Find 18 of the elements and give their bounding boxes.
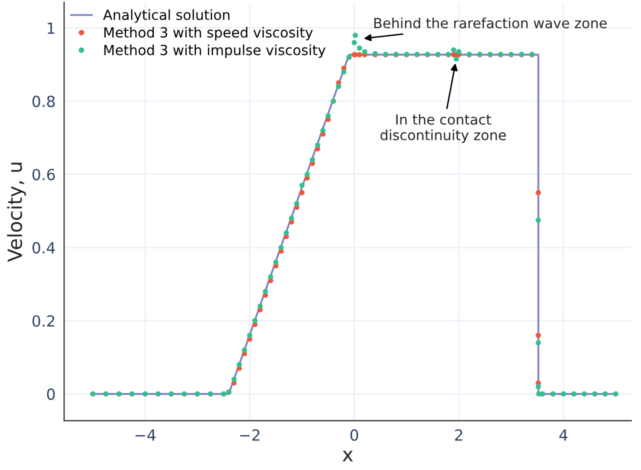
legend-label: Method 3 with speed viscosity [104,26,313,40]
x-tick-label: −4 [136,429,156,441]
y-axis-title: Velocity, u [7,162,26,262]
x-tick-label: 4 [559,429,568,441]
x-tick-label: 2 [455,429,462,441]
x-tick-label: 0 [350,429,358,441]
y-tick-label: 0.4 [32,242,55,254]
y-tick-label: 0.8 [32,96,55,108]
x-axis-title: x [342,450,353,462]
x-tick-label: −2 [240,429,260,441]
y-tick-label: 0 [47,388,55,400]
y-tick-label: 0.6 [32,168,55,180]
y-tick-label: 0.2 [32,315,54,327]
annotation: In the contact discontinuity zone [380,114,506,143]
legend-label: Method 3 with impulse viscosity [104,44,326,58]
legend-label: Analytical solution [103,9,230,23]
annotation: Behind the rarefaction wave zone [374,18,607,28]
y-tick-label: 1 [48,22,54,34]
